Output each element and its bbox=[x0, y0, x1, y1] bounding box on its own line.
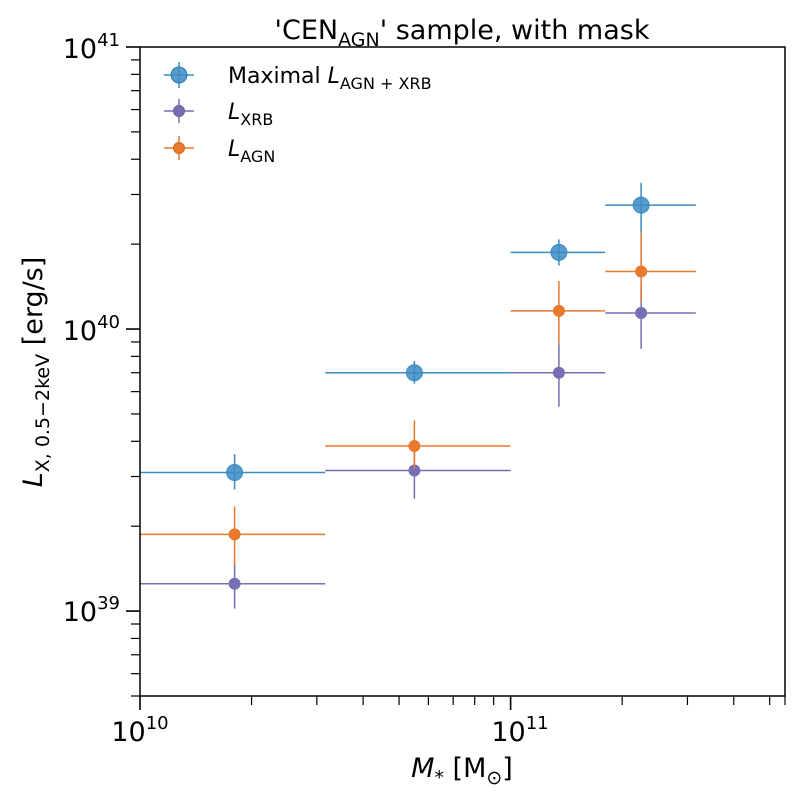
data-point bbox=[552, 366, 565, 379]
series-l-agn bbox=[140, 232, 696, 566]
legend-item-agn: LAGN bbox=[164, 136, 275, 166]
data-point bbox=[632, 196, 650, 214]
x-axis-label: M* [M⊙] bbox=[411, 753, 513, 789]
y-tick-label-1e39: 1039 bbox=[63, 593, 120, 628]
legend-item-maximal: Maximal LAGN + XRB bbox=[164, 62, 432, 93]
legend-marker-point bbox=[173, 142, 185, 154]
x-tick-label-1e11: 1011 bbox=[491, 713, 548, 748]
data-layer bbox=[140, 182, 696, 609]
y-tick-label-1e41: 1041 bbox=[63, 30, 120, 65]
data-point bbox=[405, 364, 423, 382]
data-point bbox=[550, 243, 568, 261]
data-point bbox=[228, 528, 241, 541]
legend: Maximal LAGN + XRB LXRB LAGN bbox=[164, 62, 432, 166]
y-axis-label: LX, 0.5−2keV [erg/s] bbox=[18, 257, 54, 488]
data-point bbox=[552, 304, 565, 317]
series-l-xrb bbox=[140, 286, 696, 609]
plot-frame bbox=[139, 46, 786, 697]
chart-title: 'CENAGN' sample, with mask bbox=[275, 15, 650, 51]
data-point bbox=[228, 577, 241, 590]
legend-label-maximal: Maximal LAGN + XRB bbox=[228, 64, 432, 93]
data-point bbox=[226, 464, 244, 482]
legend-marker-point bbox=[170, 66, 188, 84]
legend-item-xrb: LXRB bbox=[164, 99, 273, 129]
ticks-layer bbox=[126, 46, 786, 710]
legend-marker-point bbox=[173, 105, 185, 117]
series-maximal-l-agn-xrb bbox=[140, 182, 696, 490]
data-point bbox=[408, 439, 421, 452]
legend-label-xrb: LXRB bbox=[228, 100, 273, 129]
data-point bbox=[635, 265, 648, 278]
y-tick-label-1e40: 1040 bbox=[63, 312, 120, 347]
data-point bbox=[635, 306, 648, 319]
legend-label-agn: LAGN bbox=[228, 137, 275, 166]
x-tick-label-1e10: 1010 bbox=[111, 713, 168, 748]
